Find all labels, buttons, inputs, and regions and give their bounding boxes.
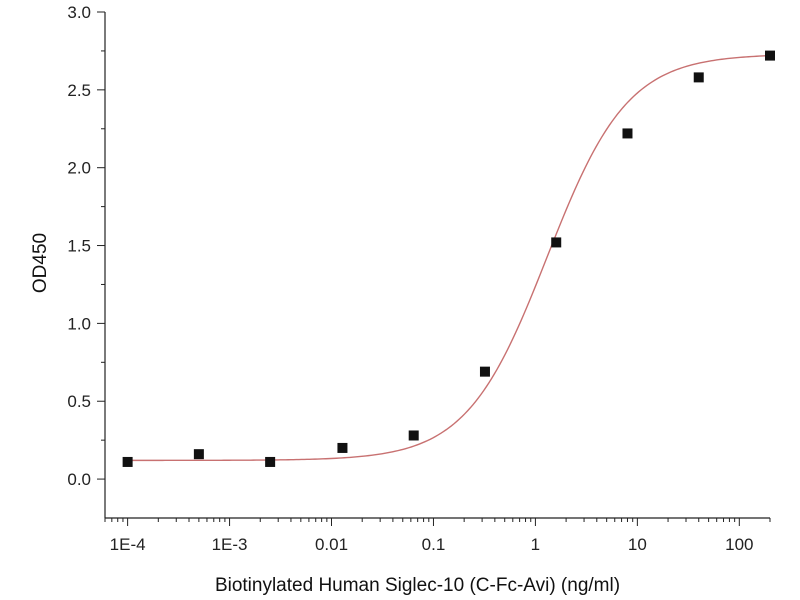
x-tick-label: 1 <box>531 535 540 554</box>
axes <box>104 12 770 519</box>
y-axis-label: OD450 <box>30 233 51 293</box>
data-point <box>693 72 704 83</box>
data-point <box>122 456 133 467</box>
x-tick-label: 1E-4 <box>110 535 146 554</box>
y-axis-ticks: 0.0 0.5 1.0 1.5 2.0 2.5 3.0 <box>67 3 105 489</box>
x-axis-ticks: 1E-4 1E-3 0.01 0.1 1 10 100 <box>104 518 771 554</box>
y-tick-label: 1.0 <box>67 314 91 333</box>
data-point <box>265 456 276 467</box>
y-tick-label: 0.5 <box>67 392 91 411</box>
x-tick-label: 0.01 <box>315 535 348 554</box>
fit-curve <box>127 54 771 462</box>
data-point <box>337 442 348 453</box>
y-tick-label: 0.0 <box>67 470 91 489</box>
data-point <box>193 449 204 460</box>
data-point <box>408 430 419 441</box>
y-tick-label: 3.0 <box>67 3 91 22</box>
data-point <box>551 237 562 248</box>
x-tick-label: 1E-3 <box>212 535 248 554</box>
y-tick-label: 2.0 <box>67 159 91 178</box>
x-tick-label: 0.1 <box>422 535 446 554</box>
x-axis-label: Biotinylated Human Siglec-10 (C-Fc-Avi) … <box>215 575 620 596</box>
y-tick-label: 1.5 <box>67 237 91 256</box>
data-point <box>765 50 775 61</box>
x-tick-label: 100 <box>725 535 753 554</box>
y-tick-label: 2.5 <box>67 81 91 100</box>
data-point <box>479 366 490 377</box>
x-tick-label: 10 <box>628 535 647 554</box>
data-point <box>622 128 633 139</box>
data-points <box>122 50 775 467</box>
